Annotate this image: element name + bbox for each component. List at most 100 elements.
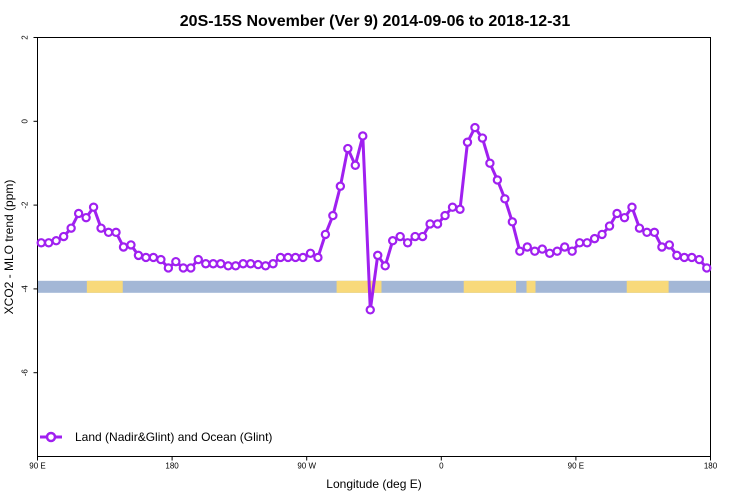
x-tick-label-2: 90 W <box>297 462 316 471</box>
legend-marker <box>45 431 57 443</box>
data-point <box>290 252 301 263</box>
data-point <box>186 263 196 273</box>
data-point <box>440 210 450 221</box>
series-layer <box>36 122 712 315</box>
legend: Land (Nadir&Glint) and Ocean (Glint) <box>40 430 272 444</box>
data-point <box>530 246 540 256</box>
data-point <box>410 231 420 242</box>
data-point <box>178 263 189 273</box>
data-point <box>238 259 248 269</box>
land-band-4 <box>626 280 669 293</box>
data-point <box>470 122 480 133</box>
land-band-3 <box>526 280 536 293</box>
data-point <box>245 259 256 269</box>
data-point <box>141 252 151 263</box>
data-point <box>402 238 413 248</box>
data-point <box>574 238 585 248</box>
data-point <box>417 231 428 242</box>
x-axis: 90 E 180 90 W 0 90 E 180 <box>29 456 718 471</box>
data-point <box>335 181 346 191</box>
legend-label-0: Land (Nadir&Glint) and Ocean (Glint) <box>75 430 272 444</box>
data-point <box>627 202 637 212</box>
data-point <box>81 212 91 223</box>
data-point <box>111 227 121 238</box>
data-point <box>163 263 174 273</box>
data-point <box>462 137 473 147</box>
data-point <box>507 217 518 227</box>
y-tick-label-2: -2 <box>21 201 30 209</box>
data-point <box>328 210 338 221</box>
data-point <box>365 305 375 315</box>
y-tick-label-0: 2 <box>21 35 30 40</box>
data-point <box>500 194 510 204</box>
data-point <box>350 160 361 170</box>
data-point <box>51 236 61 246</box>
data-point <box>455 204 465 214</box>
data-point <box>432 219 443 229</box>
data-point <box>36 238 46 248</box>
data-point <box>201 259 211 269</box>
x-tick-label-3: 0 <box>439 462 444 471</box>
data-point <box>275 252 286 263</box>
data-point <box>103 227 114 238</box>
plot-area: 90 E 180 90 W 0 90 E 180 2 0 -2 -4 -6 <box>21 35 718 471</box>
data-point <box>96 223 106 233</box>
data-point <box>58 231 69 242</box>
data-point <box>545 248 555 258</box>
data-point <box>133 250 144 261</box>
data-point <box>358 131 368 141</box>
data-point <box>305 248 316 258</box>
data-point <box>702 263 712 273</box>
data-point <box>387 236 398 246</box>
data-point <box>230 261 241 271</box>
data-point <box>522 242 532 252</box>
data-point <box>260 261 271 271</box>
data-point <box>567 246 577 256</box>
data-point <box>313 252 323 263</box>
data-point <box>477 133 488 143</box>
data-point <box>373 250 383 261</box>
data-point <box>597 229 607 240</box>
plot-frame <box>37 37 711 457</box>
data-point <box>171 256 181 267</box>
data-point <box>657 242 667 252</box>
y-axis: 2 0 -2 -4 -6 <box>21 35 38 376</box>
data-point <box>88 202 99 212</box>
data-point <box>208 259 218 269</box>
data-point <box>619 212 630 223</box>
data-point <box>320 229 331 240</box>
y-tick-label-3: -4 <box>21 285 30 293</box>
data-point <box>447 202 458 212</box>
data-point <box>44 238 54 248</box>
data-point <box>253 259 263 270</box>
data-point <box>156 254 166 265</box>
data-point <box>642 227 652 238</box>
data-point <box>589 233 600 244</box>
data-point <box>485 158 495 168</box>
x-tick-label-0: 90 E <box>29 462 45 471</box>
y-axis-label: XCO2 - MLO trend (ppm) <box>2 180 16 315</box>
data-point <box>223 261 233 271</box>
data-point <box>612 208 622 219</box>
data-point <box>634 223 645 233</box>
data-point <box>216 259 226 269</box>
data-point <box>380 261 390 271</box>
data-point <box>268 259 278 269</box>
data-point <box>687 252 697 263</box>
data-point <box>694 254 704 265</box>
data-point <box>664 240 675 250</box>
data-point <box>537 244 547 254</box>
data-point <box>649 227 660 238</box>
data-point <box>425 219 435 229</box>
x-tick-label-4: 90 E <box>568 462 584 471</box>
data-point <box>492 175 503 185</box>
data-point <box>66 223 76 233</box>
data-point <box>552 246 562 256</box>
data-point <box>118 242 129 252</box>
chart-title: 20S-15S November (Ver 9) 2014-09-06 to 2… <box>180 13 571 30</box>
data-point <box>679 252 690 263</box>
y-tick-label-1: 0 <box>21 119 30 124</box>
data-point <box>343 143 353 154</box>
data-point <box>298 252 308 263</box>
